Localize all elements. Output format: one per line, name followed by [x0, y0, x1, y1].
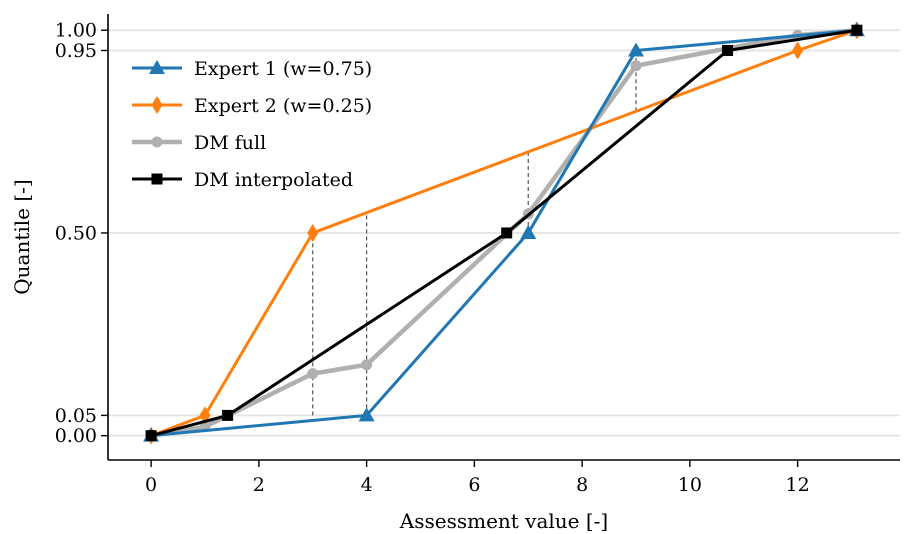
- series-3-point-1: [222, 409, 234, 421]
- x-tick-label-0: 0: [145, 474, 157, 496]
- x-tick-label-5: 10: [678, 474, 702, 496]
- series-3-point-0: [145, 430, 157, 442]
- x-tick-label-6: 12: [786, 474, 810, 496]
- y-tick-label-1: 0.05: [55, 405, 97, 427]
- series-layer: [143, 21, 865, 445]
- x-tick-label-3: 6: [468, 474, 480, 496]
- y-tick-label-2: 0.50: [55, 222, 97, 244]
- legend-marker-2: [151, 136, 163, 148]
- y-tick-label-3: 0.95: [55, 40, 97, 62]
- y-tick-label-4: 1.00: [55, 20, 97, 42]
- series-3: [145, 24, 863, 442]
- legend-label-1: Expert 2 (w=0.25): [194, 95, 372, 117]
- series-3-point-2: [501, 227, 513, 239]
- legend: Expert 1 (w=0.75) Expert 2 (w=0.25) DM ful…: [132, 58, 372, 191]
- series-0-point-1: [358, 407, 375, 422]
- legend-label-2: DM full: [194, 132, 266, 154]
- x-tick-label-4: 8: [576, 474, 588, 496]
- legend-marker-1: [151, 96, 163, 114]
- legend-label-3: DM interpolated: [194, 169, 353, 191]
- x-tick-label-2: 4: [361, 474, 373, 496]
- series-3-point-3: [722, 44, 734, 56]
- y-axis-label: Quantile [-]: [10, 179, 34, 294]
- x-tick-label-1: 2: [253, 474, 265, 496]
- axes: 0 2 4 6 8 10 12 0.000.05 0.50 0.951.00: [55, 14, 900, 496]
- legend-label-0: Expert 1 (w=0.75): [194, 58, 372, 80]
- series-2-point-5: [630, 60, 642, 72]
- series-1-point-3: [792, 41, 804, 60]
- series-2-point-2: [307, 368, 319, 380]
- series-2-point-3: [361, 359, 373, 371]
- series-3-point-4: [851, 24, 863, 36]
- x-axis-label: Assessment value [-]: [399, 509, 608, 533]
- series-0-point-3: [628, 42, 644, 57]
- y-tick-label-0: 0.00: [55, 425, 97, 447]
- legend-marker-3: [151, 173, 163, 185]
- legend-marker-0: [149, 60, 165, 74]
- series-0-point-2: [520, 224, 537, 239]
- series-1-point-2: [307, 223, 319, 242]
